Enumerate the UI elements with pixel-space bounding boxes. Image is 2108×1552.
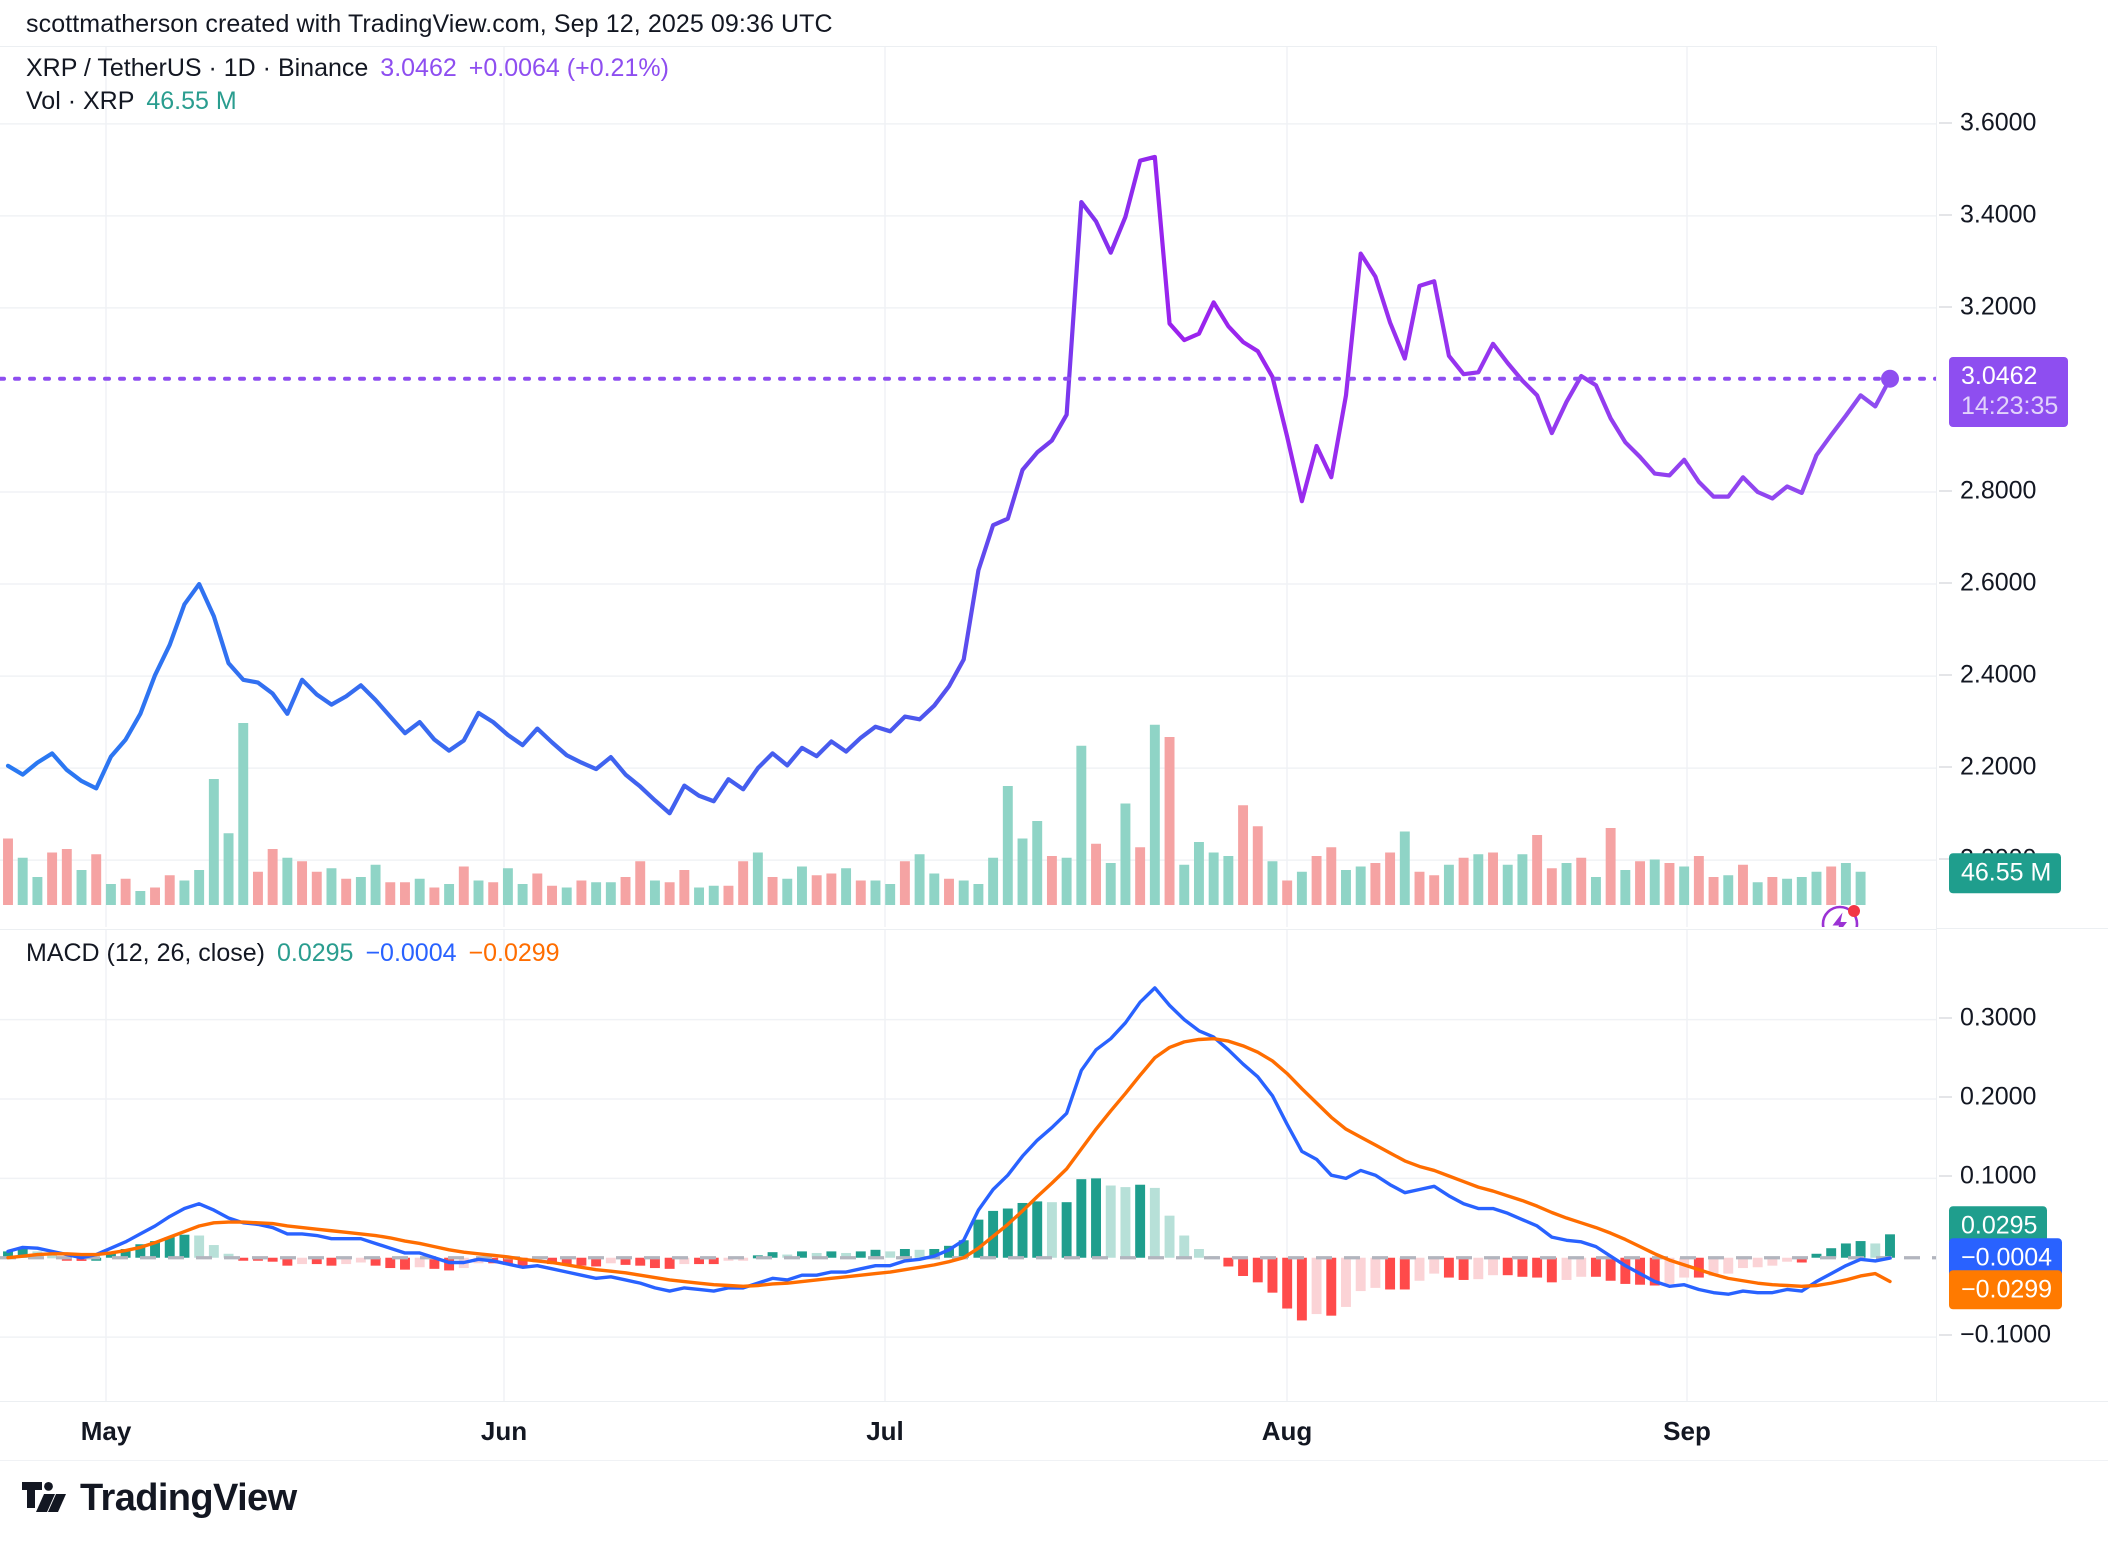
price-axis-column[interactable]: 3.6000 3.4000 3.2000 2.8000 2.6000 2.4000 2.20… [1936, 46, 2108, 1401]
volume-legend-value: 46.55 M [146, 87, 237, 115]
price-axis-tick-mark [1939, 582, 1952, 584]
price-axis-tick-mark [1939, 490, 1952, 492]
macd-legend[interactable]: MACD (12, 26, close) 0.0295 −0.0004 −0.0299 [26, 938, 560, 969]
time-axis[interactable]: May Jun Jul Aug Sep [0, 1401, 2108, 1461]
price-axis-badge-price: 3.0462 [1961, 361, 2038, 390]
chart-frame: XRP / TetherUS · 1D · Binance 3.0462 +0.00… [0, 46, 2108, 1402]
price-legend[interactable]: XRP / TetherUS · 1D · Binance 3.0462 +0.00… [26, 53, 669, 84]
macd-pane[interactable]: MACD (12, 26, close) 0.0295 −0.0004 −0.0299 [0, 929, 1936, 1402]
time-axis-label: Jun [480, 1416, 528, 1446]
price-axis-tick-label: 3.2000 [1960, 292, 2037, 321]
price-legend-symbol[interactable]: XRP / TetherUS · 1D · Binance [26, 54, 369, 82]
price-axis-tick-label: 3.4000 [1960, 200, 2037, 229]
volume-legend-title[interactable]: Vol · XRP [26, 87, 135, 115]
price-axis-tick-mark [1939, 858, 1952, 860]
time-axis-label: May [80, 1416, 132, 1446]
macd-axis-tick-label: 0.2000 [1960, 1082, 2037, 1111]
price-axis-badge: 3.0462 14:23:35 [1949, 356, 2069, 427]
macd-axis-tick-label: 0.1000 [1960, 1161, 2037, 1190]
price-axis-tick-mark [1939, 214, 1952, 216]
price-axis-tick-label: 3.6000 [1960, 108, 2037, 137]
tradingview-wordmark: TradingView [80, 1477, 297, 1519]
macd-axis-tick-label: 0.3000 [1960, 1003, 2037, 1032]
volume-legend[interactable]: Vol · XRP 46.55 M [26, 86, 237, 117]
tradingview-mark-icon [22, 1481, 66, 1512]
tradingview-logo: TradingView [22, 1477, 297, 1520]
lightning-indicator-icon[interactable] [1819, 899, 1865, 927]
time-axis-label: Sep [1663, 1416, 1711, 1446]
price-axis-tick-mark [1939, 122, 1952, 124]
price-chart-svg [0, 47, 1936, 927]
time-axis-label: Jul [866, 1416, 904, 1446]
plot-area: XRP / TetherUS · 1D · Binance 3.0462 +0.00… [0, 46, 1936, 1402]
price-legend-change: +0.0064 (+0.21%) [468, 54, 669, 82]
macd-axis-tick-mark [1939, 1096, 1952, 1098]
attribution-text: scottmatherson created with TradingView.… [26, 10, 833, 38]
macd-legend-signal-value: −0.0004 [365, 939, 457, 967]
price-axis-tick-mark [1939, 766, 1952, 768]
macd-legend-macd-value: 0.0295 [276, 939, 354, 967]
price-axis-tick-label: 2.4000 [1960, 660, 2037, 689]
macd-axis-tick-mark [1939, 1334, 1952, 1336]
macd-legend-title[interactable]: MACD (12, 26, close) [26, 939, 265, 967]
macd-legend-hist-value: −0.0299 [468, 939, 560, 967]
price-axis-tick-mark [1939, 674, 1952, 676]
macd-axis-tick-label: −0.1000 [1960, 1320, 2052, 1349]
price-legend-last: 3.0462 [380, 54, 457, 82]
macd-chart-svg [0, 930, 1936, 1402]
price-axis-badge-countdown: 14:23:35 [1961, 392, 2059, 421]
axis-separator [1936, 928, 2108, 929]
price-axis-tick-label: 2.8000 [1960, 476, 2037, 505]
volume-axis-badge: 46.55 M [1949, 853, 2062, 893]
time-axis-label: Aug [1261, 1416, 1313, 1446]
price-axis-tick-mark [1939, 306, 1952, 308]
price-axis-tick-label: 2.6000 [1960, 568, 2037, 597]
macd-axis-tick-mark [1939, 1017, 1952, 1019]
macd-axis-tick-mark [1939, 1175, 1952, 1177]
price-pane[interactable]: XRP / TetherUS · 1D · Binance 3.0462 +0.00… [0, 47, 1936, 927]
price-axis-tick-label: 2.2000 [1960, 752, 2037, 781]
macd-axis-badge-orange: −0.0299 [1949, 1269, 2063, 1310]
